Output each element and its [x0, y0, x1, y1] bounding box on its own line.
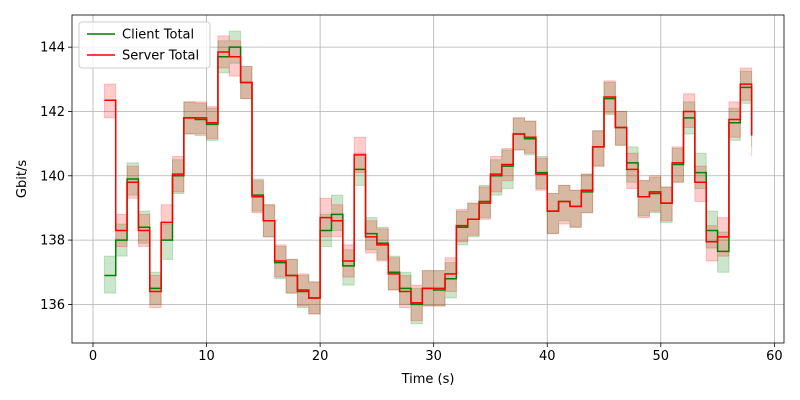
x-tick-label: 0	[89, 349, 97, 364]
x-tick-label: 30	[425, 349, 442, 364]
plot-area-frame	[71, 14, 785, 344]
y-tick-label: 140	[40, 169, 65, 184]
legend-label-server-total: Server Total	[122, 49, 199, 64]
y-tick-label: 136	[40, 298, 65, 313]
server-total-line	[104, 51, 753, 304]
y-tick-label: 142	[40, 105, 65, 120]
x-tick-label: 50	[653, 349, 670, 364]
x-tick-label: 40	[539, 349, 556, 364]
legend-label-client-total: Client Total	[122, 28, 194, 43]
x-tick-label: 20	[312, 349, 329, 364]
legend: Client Total Server Total	[78, 21, 211, 69]
x-tick-label: 60	[766, 349, 783, 364]
client-total-band	[103, 30, 753, 325]
x-axis-label: Time (s)	[401, 372, 455, 387]
x-tick-label: 10	[198, 349, 215, 364]
y-tick-label: 138	[40, 234, 65, 249]
y-axis-label: Gbit/s	[15, 160, 30, 198]
series-lines	[104, 46, 753, 306]
y-tick-label: 144	[40, 41, 65, 56]
axis-ticks: 0 10 20 30 40 50 60 136 138 140 142 144	[40, 41, 782, 364]
grid-lines	[72, 15, 784, 343]
